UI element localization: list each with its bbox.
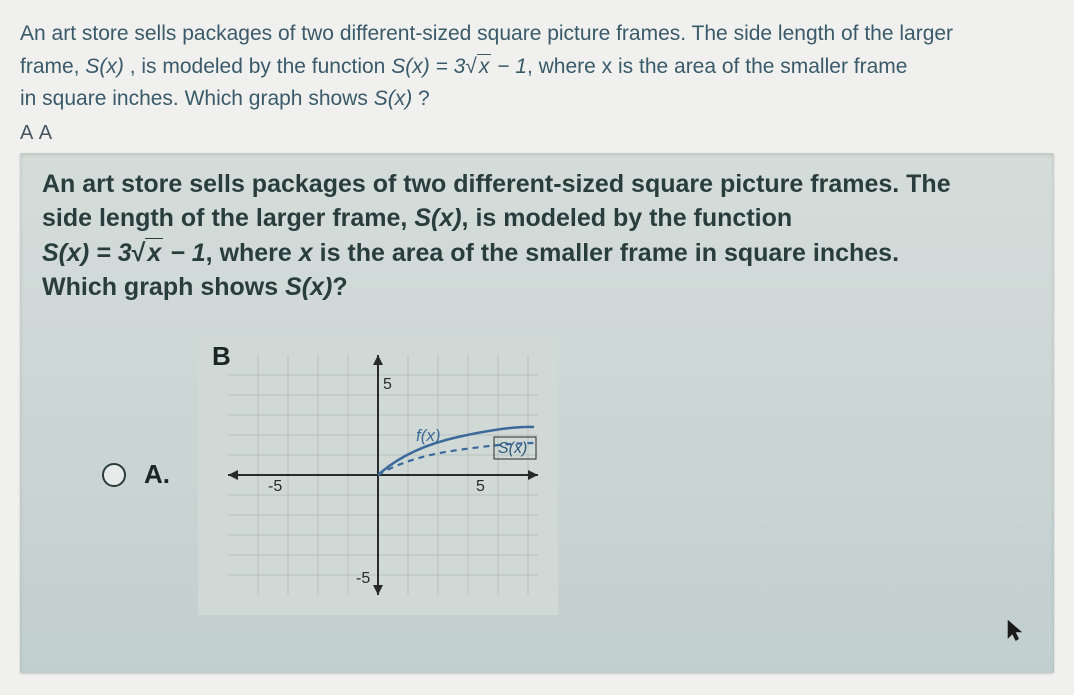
tick-x-pos: 5 bbox=[476, 478, 485, 495]
outer-question-text: An art store sells packages of two diffe… bbox=[20, 18, 1054, 116]
oq-formula-end: − 1 bbox=[491, 55, 527, 78]
oq-line2-mid: , is modeled by the function bbox=[124, 55, 391, 78]
fx-label: f(x) bbox=[416, 426, 441, 445]
oq-line3: in square inches. Which graph shows bbox=[20, 87, 374, 110]
inner-question-panel: An art store sells packages of two diffe… bbox=[20, 153, 1054, 673]
tick-x-neg: -5 bbox=[268, 478, 282, 495]
graph-a: B bbox=[198, 335, 558, 615]
iq-line2-post: , is modeled by the function bbox=[462, 204, 793, 232]
oq-formula-lhs: S(x) = 3 bbox=[391, 55, 465, 78]
oq-line2-tail: , where x is the area of the smaller fra… bbox=[527, 55, 908, 78]
iq-line3-tail: , where bbox=[206, 239, 299, 267]
oq-line3-fn: S(x) bbox=[374, 87, 413, 110]
iq-line4-sx: S(x) bbox=[285, 273, 332, 301]
iq-line3-x: x bbox=[299, 239, 313, 267]
iq-line4-q: ? bbox=[332, 273, 347, 301]
oq-line2-prefix: frame, bbox=[20, 55, 85, 78]
option-a-row: A. B bbox=[102, 335, 1032, 615]
oq-fn: S(x) bbox=[85, 55, 124, 78]
iq-line4-pre: Which graph shows bbox=[42, 273, 285, 301]
iq-line1: An art store sells packages of two diffe… bbox=[42, 170, 951, 198]
graph-svg: 5 5 -5 -5 f(x) S(x) bbox=[198, 335, 558, 615]
cursor-icon bbox=[1006, 619, 1024, 643]
sqrt-symbol-1: √ bbox=[465, 55, 477, 78]
iq-line3-end: − 1 bbox=[163, 239, 205, 267]
option-a-label: A. bbox=[144, 459, 170, 490]
oq-line3-q: ? bbox=[412, 87, 430, 110]
option-a-radio[interactable] bbox=[102, 463, 126, 487]
iq-line2-sx: S(x) bbox=[414, 204, 461, 232]
iq-line3-lhs: S(x) = 3 bbox=[42, 239, 132, 267]
oq-line1: An art store sells packages of two diffe… bbox=[20, 22, 953, 45]
iq-line3-tail2: is the area of the smaller frame in squa… bbox=[313, 239, 899, 267]
tick-y-neg: -5 bbox=[356, 570, 370, 587]
sx-label: S(x) bbox=[498, 440, 527, 457]
sqrt-symbol-2: √ bbox=[132, 239, 146, 267]
iq-line3-under: x bbox=[145, 238, 163, 267]
inner-question-text: An art store sells packages of two diffe… bbox=[42, 167, 1032, 305]
page-root: An art store sells packages of two diffe… bbox=[0, 0, 1074, 695]
oq-formula-under: x bbox=[477, 54, 492, 78]
iq-line2-pre: side length of the larger frame, bbox=[42, 204, 414, 232]
tick-y-pos: 5 bbox=[383, 376, 392, 393]
aa-label: A A bbox=[20, 122, 1054, 145]
graph-b-label: B bbox=[212, 341, 231, 372]
